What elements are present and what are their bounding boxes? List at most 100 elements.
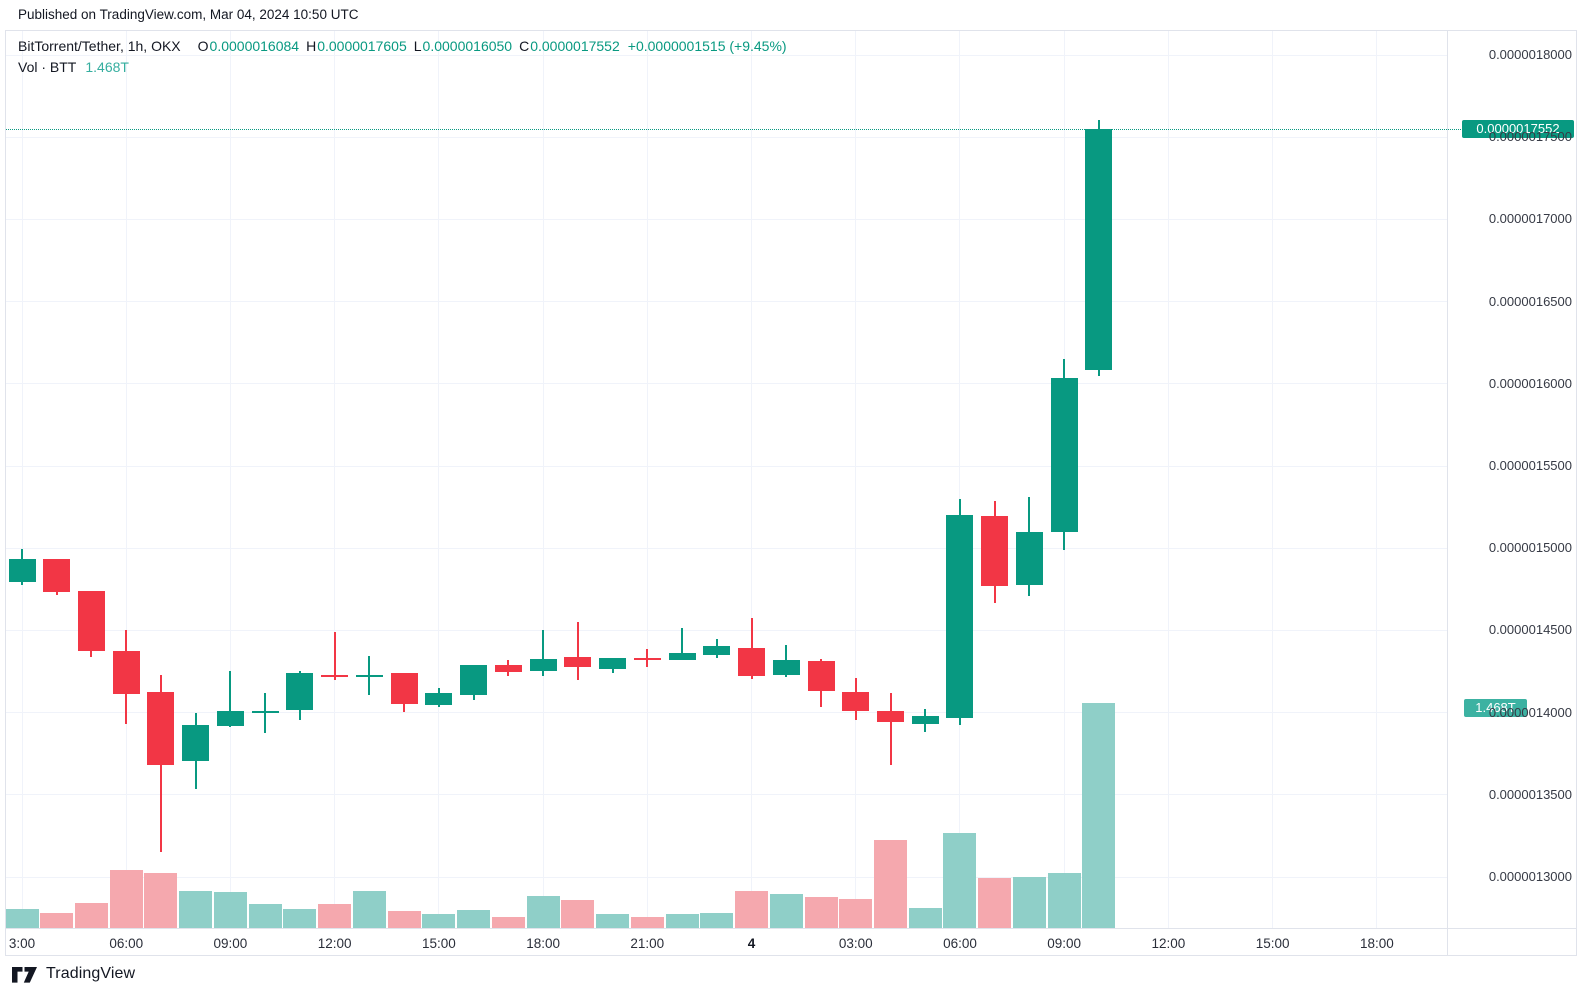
- volume-bar: [283, 908, 317, 928]
- legend-row-volume: Vol · BTT 1.468T: [18, 57, 787, 78]
- legend: BitTorrent/Tether, 1h, OKX O0.0000016084 H…: [18, 36, 787, 78]
- candle: [842, 691, 870, 711]
- last-price-label: 0.0000017552: [1462, 119, 1574, 138]
- symbol-title: BitTorrent/Tether, 1h, OKX: [18, 38, 181, 54]
- volume-bar: [213, 891, 247, 928]
- volume-bar: [630, 916, 664, 928]
- candle-wick: [889, 693, 892, 766]
- tradingview-logo[interactable]: TradingView: [11, 963, 135, 985]
- candle: [703, 646, 731, 656]
- price-axis-separator: [1447, 31, 1448, 955]
- price-gridline: [6, 547, 1447, 549]
- price-gridline: [6, 876, 1447, 878]
- price-tick-label: 0.0000013000: [1488, 869, 1572, 884]
- volume-bar: [943, 832, 977, 928]
- volume-bar: [735, 890, 769, 928]
- time-tick-label: 09:00: [1047, 936, 1082, 951]
- volume-bar: [561, 899, 595, 928]
- price-gridline: [6, 465, 1447, 467]
- ohlc-key: O: [197, 38, 209, 54]
- volume-bar: [839, 899, 873, 928]
- price-tick-label: 0.0000015000: [1488, 540, 1572, 556]
- price-gridline: [6, 794, 1447, 796]
- price-tick-label: 0.0000014500: [1488, 622, 1572, 638]
- volume-bar: [144, 872, 178, 928]
- ohlc-key: H: [306, 38, 317, 54]
- price-tick-label: 0.0000016000: [1488, 375, 1572, 391]
- candle: [1050, 378, 1078, 533]
- price-tick-label: 0.0000016500: [1488, 293, 1572, 309]
- candle: [355, 674, 383, 677]
- published-bar: Published on TradingView.com, Mar 04, 20…: [18, 7, 359, 22]
- candle-wick: [646, 648, 649, 668]
- volume-bar: [74, 903, 108, 928]
- ohlc-key: L: [413, 38, 422, 54]
- candle: [8, 559, 36, 583]
- candle-wick: [229, 671, 232, 728]
- candle-wick: [576, 622, 579, 680]
- candle: [43, 559, 71, 593]
- volume-bar: [179, 890, 213, 928]
- price-gridline: [6, 218, 1447, 220]
- time-axis-separator: [6, 928, 1576, 929]
- price-gridline: [6, 301, 1447, 303]
- candle: [286, 672, 314, 710]
- candle: [251, 710, 279, 713]
- time-gridline: [334, 31, 336, 928]
- candle-wick: [681, 627, 684, 660]
- time-tick-label: 3:00: [8, 936, 36, 951]
- change-value: +0.0000001515 (+9.45%): [627, 38, 787, 54]
- candle: [946, 514, 974, 719]
- time-tick-label: 18:00: [1359, 936, 1394, 951]
- ohlc-value: 0.0000016050: [422, 38, 513, 54]
- volume-bar: [109, 869, 143, 928]
- volume-bar: [1012, 876, 1046, 928]
- chart-widget: 0.0000017552 1.468T 0.0000018000 0.000001…: [5, 30, 1577, 956]
- candle: [182, 724, 210, 761]
- price-tick-label: 0.0000017500: [1488, 129, 1572, 145]
- volume-bar: [526, 895, 560, 928]
- tradingview-brand-text: TradingView: [46, 965, 136, 982]
- candle: [738, 647, 766, 676]
- time-tick-label: 18:00: [526, 936, 560, 951]
- volume-bar: [457, 910, 491, 928]
- volume-bar: [665, 914, 699, 928]
- time-tick-label: 12:00: [317, 936, 352, 951]
- chart-pane[interactable]: [6, 31, 1447, 928]
- volume-bar: [874, 840, 907, 928]
- volume-axis-label: 1.468T: [1464, 698, 1527, 717]
- price-tick-label: 0.0000014000: [1488, 704, 1572, 720]
- candle-wick: [333, 632, 336, 680]
- price-gridline: [6, 136, 1447, 138]
- volume-bar: [769, 893, 803, 928]
- volume-bar: [1082, 702, 1116, 928]
- time-tick-label: 21:00: [630, 936, 665, 951]
- time-gridline: [1376, 31, 1378, 928]
- volume-bar: [6, 908, 39, 928]
- candle: [112, 650, 140, 694]
- tradingview-mark-icon: [12, 967, 37, 983]
- candle: [216, 710, 244, 726]
- candle: [147, 691, 175, 766]
- volume-bar: [40, 912, 74, 928]
- candle: [460, 664, 488, 695]
- time-gridline: [1167, 31, 1169, 928]
- legend-row-symbol: BitTorrent/Tether, 1h, OKX O0.0000016084 H…: [18, 36, 787, 57]
- candle: [1015, 532, 1043, 585]
- time-gridline: [229, 31, 231, 928]
- candle: [911, 715, 939, 724]
- price-tick-label: 0.0000015500: [1488, 458, 1572, 473]
- volume-bar: [700, 912, 734, 928]
- candle-wick: [542, 629, 545, 676]
- volume-bar: [908, 907, 942, 928]
- price-gridline: [6, 383, 1447, 385]
- price-tick-label: 0.0000017000: [1488, 211, 1572, 227]
- volume-bar: [596, 914, 630, 928]
- volume-bar: [978, 878, 1012, 928]
- ohlc-value: 0.0000017605: [317, 38, 407, 54]
- candle: [390, 672, 418, 705]
- ohlc-key: C: [519, 38, 530, 54]
- volume-series-label: Vol · BTT: [18, 59, 77, 75]
- time-tick-label: 15:00: [1255, 936, 1290, 951]
